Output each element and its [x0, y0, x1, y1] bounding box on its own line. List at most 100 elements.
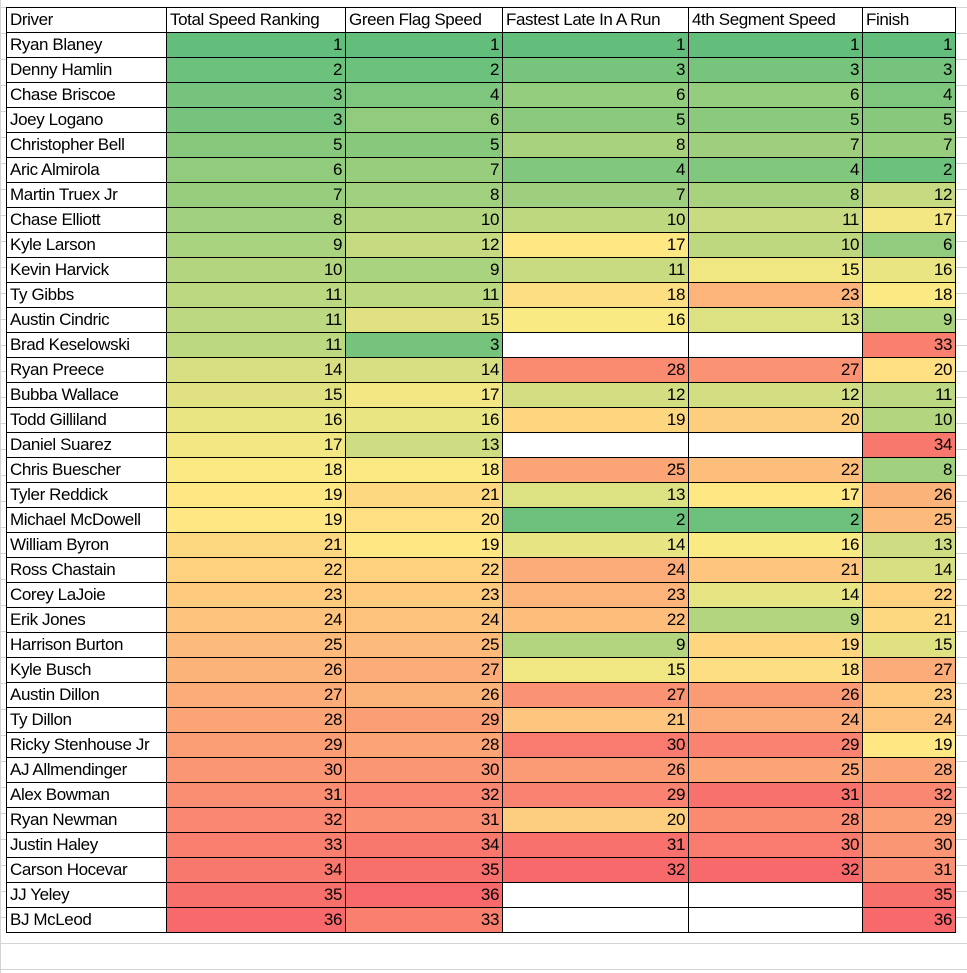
driver-cell[interactable]: Christopher Bell [6, 132, 167, 158]
green-flag-speed-cell[interactable]: 31 [345, 807, 503, 833]
total-speed-ranking-cell[interactable]: 34 [166, 857, 346, 883]
fastest-late-in-a-run-cell[interactable]: 27 [502, 682, 689, 708]
fastest-late-in-a-run-cell[interactable]: 9 [502, 632, 689, 658]
green-flag-speed-cell[interactable]: 20 [345, 507, 503, 533]
4th-segment-speed-cell[interactable]: 20 [688, 407, 863, 433]
driver-cell[interactable]: Brad Keselowski [6, 332, 167, 358]
4th-segment-speed-cell[interactable]: 30 [688, 832, 863, 858]
total-speed-ranking-cell[interactable]: 16 [166, 407, 346, 433]
fastest-late-in-a-run-cell[interactable]: 30 [502, 732, 689, 758]
green-flag-speed-cell[interactable]: 25 [345, 632, 503, 658]
finish-cell[interactable]: 17 [862, 207, 956, 233]
finish-cell[interactable]: 21 [862, 607, 956, 633]
total-speed-ranking-cell[interactable]: 31 [166, 782, 346, 808]
total-speed-ranking-cell[interactable]: 32 [166, 807, 346, 833]
fastest-late-in-a-run-cell[interactable]: 20 [502, 807, 689, 833]
4th-segment-speed-cell[interactable]: 13 [688, 307, 863, 333]
finish-cell[interactable]: 6 [862, 232, 956, 258]
total-speed-ranking-cell[interactable]: 33 [166, 832, 346, 858]
finish-cell[interactable]: 16 [862, 257, 956, 283]
4th-segment-speed-cell[interactable]: 14 [688, 582, 863, 608]
green-flag-speed-cell[interactable]: 16 [345, 407, 503, 433]
fastest-late-in-a-run-cell[interactable]: 15 [502, 657, 689, 683]
finish-cell[interactable]: 2 [862, 157, 956, 183]
fastest-late-in-a-run-cell[interactable] [502, 432, 689, 458]
4th-segment-speed-cell[interactable]: 24 [688, 707, 863, 733]
total-speed-ranking-cell[interactable]: 24 [166, 607, 346, 633]
total-speed-ranking-cell[interactable]: 18 [166, 457, 346, 483]
4th-segment-speed-cell[interactable] [688, 432, 863, 458]
green-flag-speed-cell[interactable]: 23 [345, 582, 503, 608]
driver-cell[interactable]: Denny Hamlin [6, 57, 167, 83]
4th-segment-speed-cell[interactable]: 9 [688, 607, 863, 633]
finish-cell[interactable]: 19 [862, 732, 956, 758]
fastest-late-in-a-run-cell[interactable]: 10 [502, 207, 689, 233]
finish-cell[interactable]: 8 [862, 457, 956, 483]
header-total-speed-ranking[interactable]: Total Speed Ranking [166, 7, 346, 33]
driver-cell[interactable]: Carson Hocevar [6, 857, 167, 883]
total-speed-ranking-cell[interactable]: 8 [166, 207, 346, 233]
finish-cell[interactable]: 36 [862, 907, 956, 933]
driver-cell[interactable]: Ty Dillon [6, 707, 167, 733]
fastest-late-in-a-run-cell[interactable]: 11 [502, 257, 689, 283]
total-speed-ranking-cell[interactable]: 2 [166, 57, 346, 83]
driver-cell[interactable]: Ricky Stenhouse Jr [6, 732, 167, 758]
fastest-late-in-a-run-cell[interactable]: 4 [502, 157, 689, 183]
fastest-late-in-a-run-cell[interactable]: 13 [502, 482, 689, 508]
fastest-late-in-a-run-cell[interactable]: 23 [502, 582, 689, 608]
fastest-late-in-a-run-cell[interactable]: 5 [502, 107, 689, 133]
total-speed-ranking-cell[interactable]: 19 [166, 507, 346, 533]
green-flag-speed-cell[interactable]: 17 [345, 382, 503, 408]
fastest-late-in-a-run-cell[interactable]: 31 [502, 832, 689, 858]
driver-cell[interactable]: Tyler Reddick [6, 482, 167, 508]
fastest-late-in-a-run-cell[interactable]: 6 [502, 82, 689, 108]
fastest-late-in-a-run-cell[interactable]: 16 [502, 307, 689, 333]
finish-cell[interactable]: 9 [862, 307, 956, 333]
header-fastest-late-in-a-run[interactable]: Fastest Late In A Run [502, 7, 689, 33]
4th-segment-speed-cell[interactable]: 27 [688, 357, 863, 383]
fastest-late-in-a-run-cell[interactable]: 2 [502, 507, 689, 533]
total-speed-ranking-cell[interactable]: 36 [166, 907, 346, 933]
fastest-late-in-a-run-cell[interactable]: 25 [502, 457, 689, 483]
green-flag-speed-cell[interactable]: 11 [345, 282, 503, 308]
total-speed-ranking-cell[interactable]: 11 [166, 282, 346, 308]
4th-segment-speed-cell[interactable]: 17 [688, 482, 863, 508]
driver-cell[interactable]: Kevin Harvick [6, 257, 167, 283]
finish-cell[interactable]: 30 [862, 832, 956, 858]
finish-cell[interactable]: 3 [862, 57, 956, 83]
header-4th-segment-speed[interactable]: 4th Segment Speed [688, 7, 863, 33]
finish-cell[interactable]: 14 [862, 557, 956, 583]
finish-cell[interactable]: 5 [862, 107, 956, 133]
finish-cell[interactable]: 23 [862, 682, 956, 708]
driver-cell[interactable]: William Byron [6, 532, 167, 558]
4th-segment-speed-cell[interactable]: 19 [688, 632, 863, 658]
driver-cell[interactable]: Kyle Larson [6, 232, 167, 258]
4th-segment-speed-cell[interactable]: 4 [688, 157, 863, 183]
4th-segment-speed-cell[interactable]: 5 [688, 107, 863, 133]
total-speed-ranking-cell[interactable]: 6 [166, 157, 346, 183]
finish-cell[interactable]: 27 [862, 657, 956, 683]
green-flag-speed-cell[interactable]: 1 [345, 32, 503, 58]
total-speed-ranking-cell[interactable]: 11 [166, 307, 346, 333]
finish-cell[interactable]: 24 [862, 707, 956, 733]
total-speed-ranking-cell[interactable]: 19 [166, 482, 346, 508]
green-flag-speed-cell[interactable]: 5 [345, 132, 503, 158]
finish-cell[interactable]: 35 [862, 882, 956, 908]
total-speed-ranking-cell[interactable]: 15 [166, 382, 346, 408]
total-speed-ranking-cell[interactable]: 11 [166, 332, 346, 358]
4th-segment-speed-cell[interactable]: 21 [688, 557, 863, 583]
fastest-late-in-a-run-cell[interactable]: 17 [502, 232, 689, 258]
driver-cell[interactable]: Corey LaJoie [6, 582, 167, 608]
total-speed-ranking-cell[interactable]: 5 [166, 132, 346, 158]
4th-segment-speed-cell[interactable]: 12 [688, 382, 863, 408]
finish-cell[interactable]: 32 [862, 782, 956, 808]
4th-segment-speed-cell[interactable]: 25 [688, 757, 863, 783]
finish-cell[interactable]: 7 [862, 132, 956, 158]
4th-segment-speed-cell[interactable]: 26 [688, 682, 863, 708]
driver-cell[interactable]: Austin Cindric [6, 307, 167, 333]
total-speed-ranking-cell[interactable]: 22 [166, 557, 346, 583]
fastest-late-in-a-run-cell[interactable]: 7 [502, 182, 689, 208]
total-speed-ranking-cell[interactable]: 7 [166, 182, 346, 208]
4th-segment-speed-cell[interactable]: 1 [688, 32, 863, 58]
4th-segment-speed-cell[interactable]: 3 [688, 57, 863, 83]
